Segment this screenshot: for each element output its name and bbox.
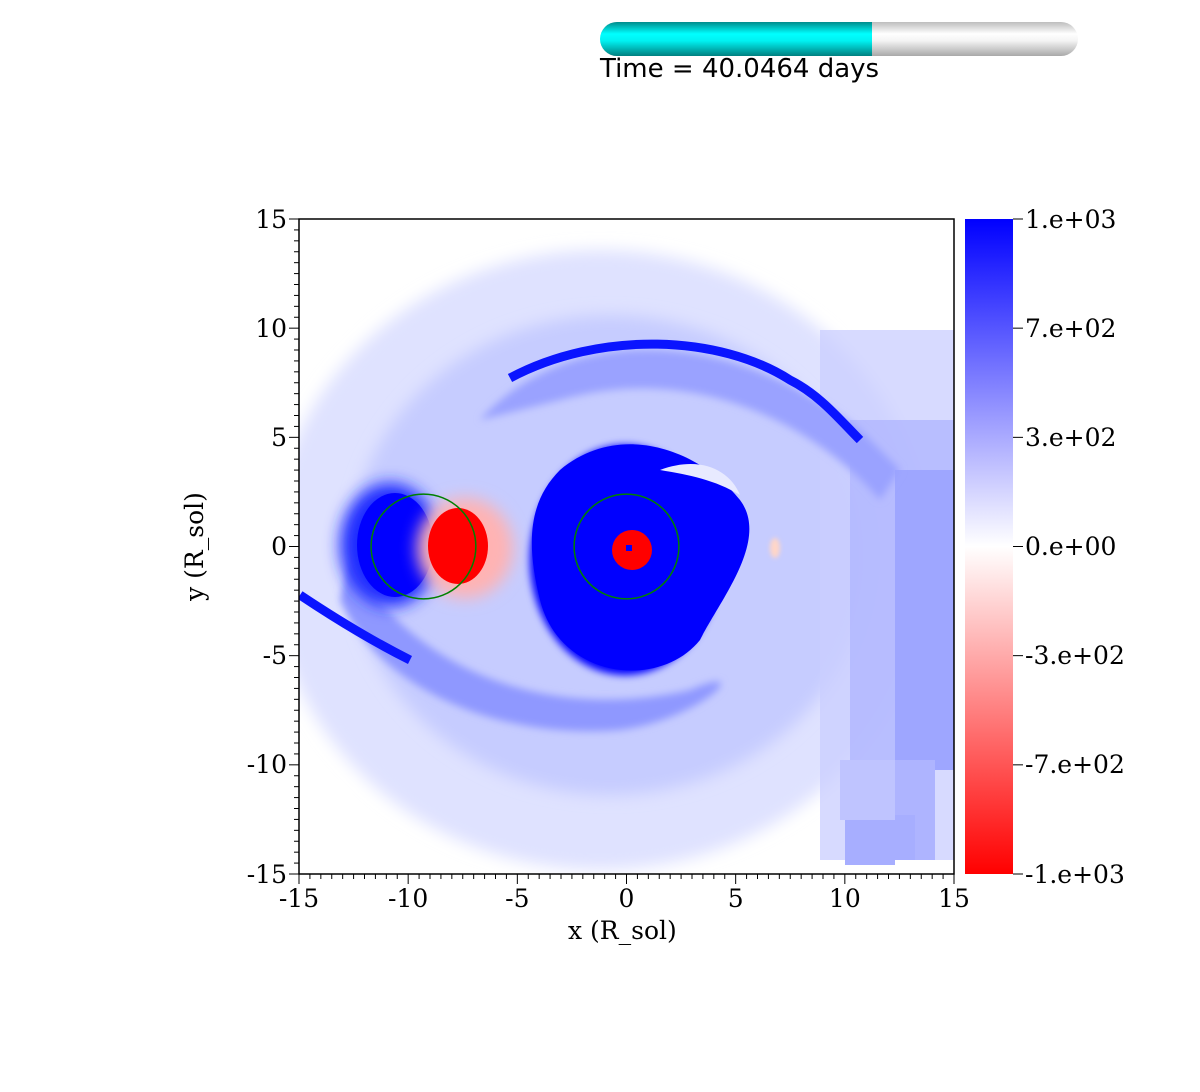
x-tick-label: -10 <box>388 884 429 913</box>
time-progress-fill <box>600 22 873 56</box>
y-tick-label: 5 <box>271 422 287 452</box>
x-tick-label: -5 <box>505 884 530 913</box>
y-tick-label: 15 <box>255 204 287 234</box>
x-tick-label: -15 <box>278 884 320 913</box>
marker-circle-0 <box>370 493 477 600</box>
colorbar-label: -3.e+02 <box>1025 641 1125 671</box>
marker-circle-1 <box>573 493 680 600</box>
x-tick-label: 5 <box>727 884 744 913</box>
colorbar-label: 7.e+02 <box>1025 313 1117 343</box>
time-label: Time = 40.0464 days <box>600 54 880 84</box>
y-tick-label: 0 <box>271 532 287 561</box>
y-tick-label: 10 <box>255 313 287 343</box>
colorbar-label: -7.e+02 <box>1025 750 1125 780</box>
y-axis-title: y (R_sol) <box>179 492 209 601</box>
colorbar-label: -1.e+03 <box>1025 859 1125 889</box>
time-progress-bar <box>600 22 1078 56</box>
axis-ticks <box>289 218 955 884</box>
colorbar-label: 1.e+03 <box>1025 204 1117 234</box>
y-tick-label: -5 <box>262 641 287 671</box>
marker-circles <box>370 493 680 600</box>
y-tick-label: -15 <box>246 859 287 889</box>
x-tick-label: 10 <box>828 884 861 913</box>
y-tick-label: -10 <box>246 750 287 780</box>
colorbar-label: 0.e+00 <box>1025 532 1117 561</box>
colorbar <box>965 219 1013 874</box>
colorbar-ticks <box>1013 218 1023 875</box>
x-axis-title: x (R_sol) <box>568 916 677 945</box>
x-tick-label: 15 <box>938 884 970 913</box>
heatmap-field <box>299 219 954 874</box>
colorbar-label: 3.e+02 <box>1025 422 1117 452</box>
x-tick-label: 0 <box>618 884 635 913</box>
